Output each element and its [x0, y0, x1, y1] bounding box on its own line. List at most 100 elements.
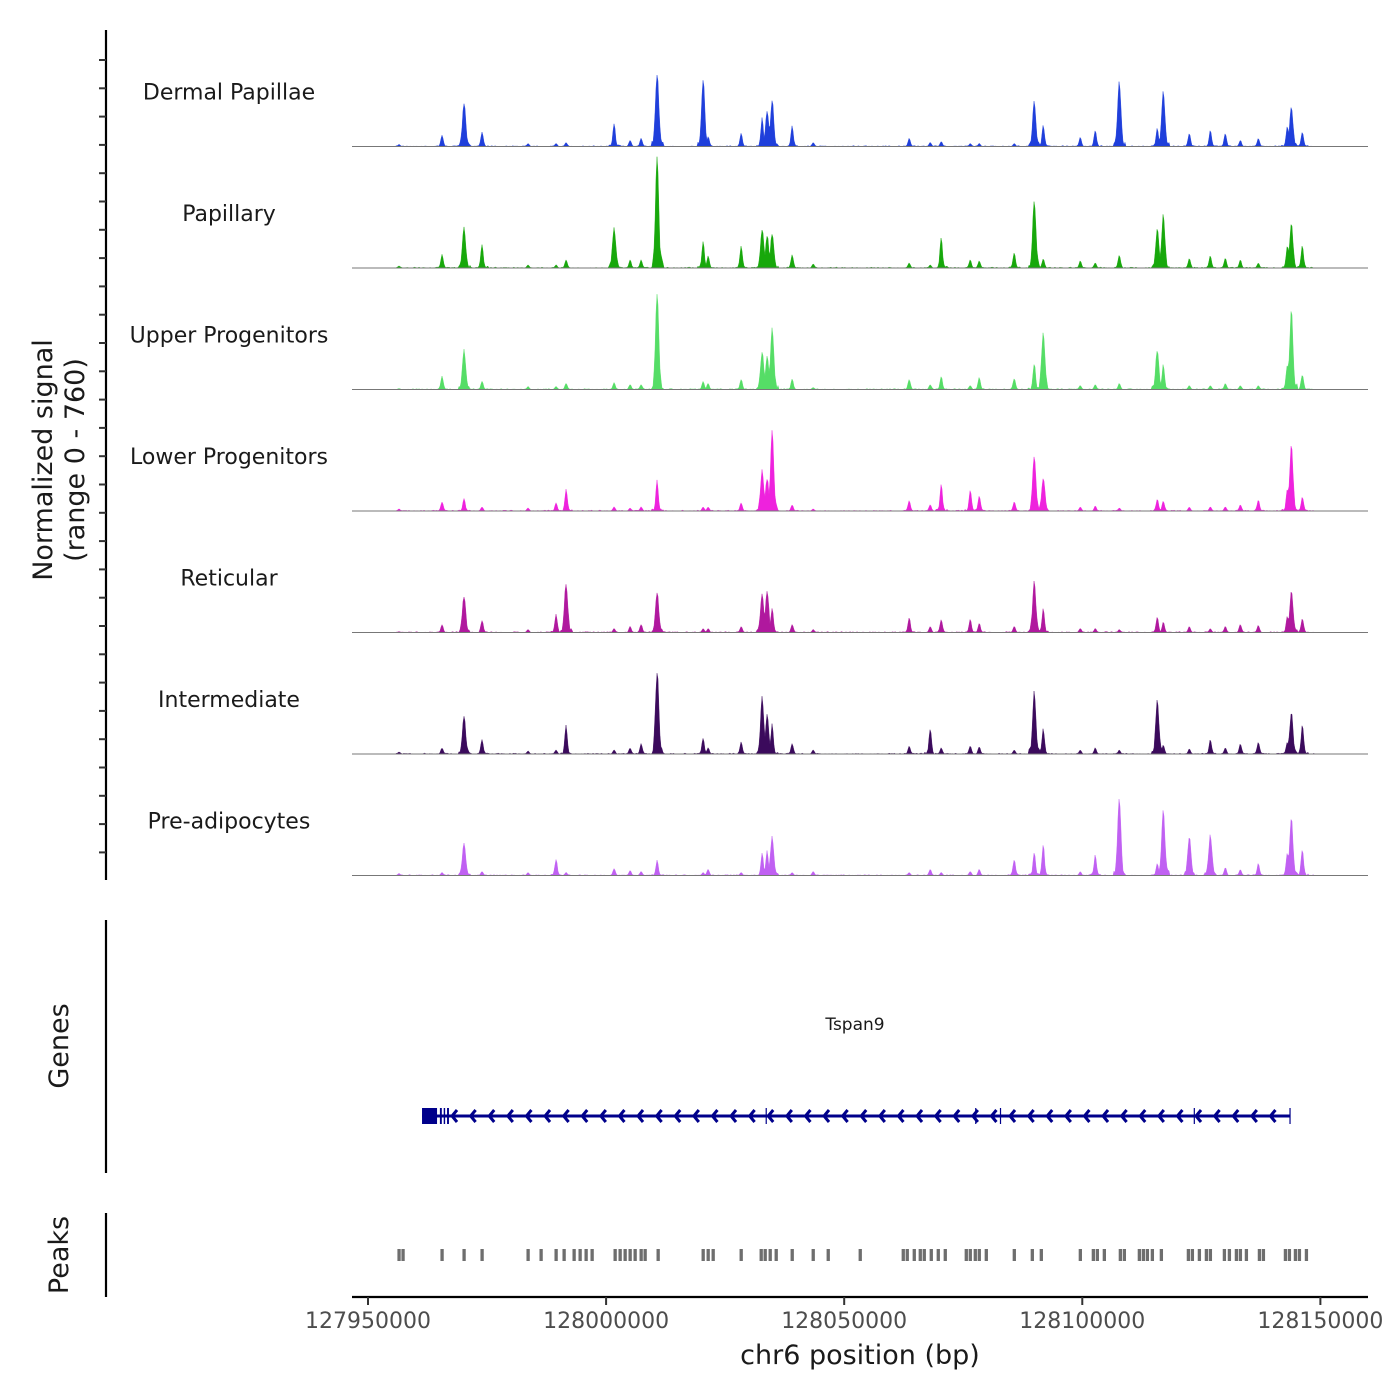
peak-mark — [1222, 1249, 1227, 1261]
strand-arrow-icon — [1082, 1109, 1091, 1123]
peak-mark — [480, 1249, 484, 1261]
genes-panel-label: Genes — [44, 1003, 75, 1088]
strand-arrow-icon — [859, 1109, 868, 1123]
strand-arrow-icon — [933, 1109, 942, 1123]
x-axis-title: chr6 position (bp) — [740, 1340, 980, 1371]
peak-mark — [1095, 1249, 1099, 1261]
peak-mark — [554, 1249, 558, 1261]
peak-mark — [613, 1249, 617, 1261]
peak-mark — [1078, 1249, 1082, 1261]
coverage-track-lower-progenitors — [352, 430, 1368, 512]
track-label: Reticular — [180, 567, 278, 592]
peak-mark — [936, 1249, 940, 1261]
peak-mark — [858, 1249, 862, 1261]
gene-exon — [1289, 1108, 1291, 1124]
peak-mark — [739, 1249, 743, 1261]
peak-mark — [1141, 1249, 1146, 1261]
peak-mark — [763, 1249, 767, 1261]
strand-arrow-icon — [691, 1109, 700, 1123]
peak-mark — [1208, 1249, 1213, 1261]
peak-mark — [643, 1249, 647, 1261]
peak-mark — [1261, 1249, 1266, 1261]
peak-mark — [1012, 1249, 1016, 1261]
peak-mark — [618, 1249, 622, 1261]
strand-arrow-icon — [1268, 1109, 1277, 1123]
gene-exon — [422, 1108, 438, 1124]
strand-arrow-icon — [1008, 1109, 1017, 1123]
peak-mark — [623, 1249, 627, 1261]
y-axis-range: (range 0 - 760) — [60, 358, 91, 562]
strand-arrow-icon — [636, 1109, 645, 1123]
peak-marks — [397, 1249, 1309, 1261]
peak-mark — [578, 1249, 582, 1261]
strand-arrow-icon — [1231, 1109, 1240, 1123]
peak-mark — [1118, 1249, 1122, 1261]
strand-arrow-icon — [747, 1109, 756, 1123]
peak-mark — [826, 1249, 830, 1261]
coverage-track-papillary — [352, 156, 1368, 269]
peak-mark — [401, 1249, 405, 1261]
y-axis-ticks — [99, 59, 106, 854]
peak-mark — [1283, 1249, 1288, 1261]
gene-exon — [439, 1108, 442, 1124]
strand-arrow-icon — [952, 1109, 961, 1123]
peak-mark — [929, 1249, 933, 1261]
strand-arrow-icon — [673, 1109, 682, 1123]
coverage-tracks — [352, 75, 1368, 876]
peak-mark — [639, 1249, 643, 1261]
peak-mark — [1234, 1249, 1239, 1261]
strand-arrow-icon — [450, 1109, 459, 1123]
peak-mark — [984, 1249, 988, 1261]
peak-mark — [584, 1249, 588, 1261]
gene-exon — [447, 1108, 449, 1124]
x-tick-label: 128150000 — [1257, 1309, 1383, 1334]
peak-mark — [768, 1249, 772, 1261]
strand-arrow-icon — [915, 1109, 924, 1123]
gene-exon — [1193, 1108, 1195, 1124]
peak-mark — [977, 1249, 981, 1261]
peak-mark — [943, 1249, 947, 1261]
strand-arrow-icon — [822, 1109, 831, 1123]
peak-mark — [701, 1249, 705, 1261]
strand-arrow-icon — [1119, 1109, 1128, 1123]
peak-mark — [811, 1249, 815, 1261]
peak-mark — [1102, 1249, 1106, 1261]
strand-arrow-icon — [487, 1109, 496, 1123]
strand-arrow-icon — [468, 1109, 477, 1123]
strand-arrow-icon — [561, 1109, 570, 1123]
peak-mark — [1204, 1249, 1209, 1261]
peak-mark — [1238, 1249, 1243, 1261]
strand-arrow-icon — [1045, 1109, 1054, 1123]
x-tick-label: 127950000 — [305, 1309, 431, 1334]
strand-arrow-icon — [1194, 1109, 1203, 1123]
coverage-track-dermal-papillae — [352, 75, 1368, 147]
x-tick-label: 128050000 — [781, 1309, 907, 1334]
strand-arrow-icon — [1063, 1109, 1072, 1123]
peak-mark — [526, 1249, 530, 1261]
strand-arrow-icon — [784, 1109, 793, 1123]
peak-mark — [1257, 1249, 1262, 1261]
track-labels: Dermal Papillae Papillary Upper Progenitor… — [130, 81, 329, 835]
peak-mark — [706, 1249, 710, 1261]
track-label: Papillary — [182, 202, 276, 227]
peak-mark — [1304, 1249, 1309, 1261]
peak-mark — [968, 1249, 972, 1261]
peaks-panel-label: Peaks — [44, 1216, 75, 1294]
strand-arrow-icon — [1026, 1109, 1035, 1123]
peak-mark — [562, 1249, 566, 1261]
strand-arrow-icon — [543, 1109, 552, 1123]
peak-mark — [1293, 1249, 1298, 1261]
strand-arrow-icon — [896, 1109, 905, 1123]
strand-arrow-icon — [1138, 1109, 1147, 1123]
strand-arrow-icon — [840, 1109, 849, 1123]
peak-mark — [1186, 1249, 1191, 1261]
strand-arrow-icon — [877, 1109, 886, 1123]
track-label: Intermediate — [158, 688, 300, 713]
track-label: Pre-adipocytes — [148, 810, 311, 835]
peak-mark — [633, 1249, 637, 1261]
peak-mark — [922, 1249, 926, 1261]
peak-mark — [918, 1249, 922, 1261]
coverage-track-intermediate — [352, 673, 1368, 755]
peak-mark — [1137, 1249, 1142, 1261]
track-label: Lower Progenitors — [130, 445, 328, 470]
